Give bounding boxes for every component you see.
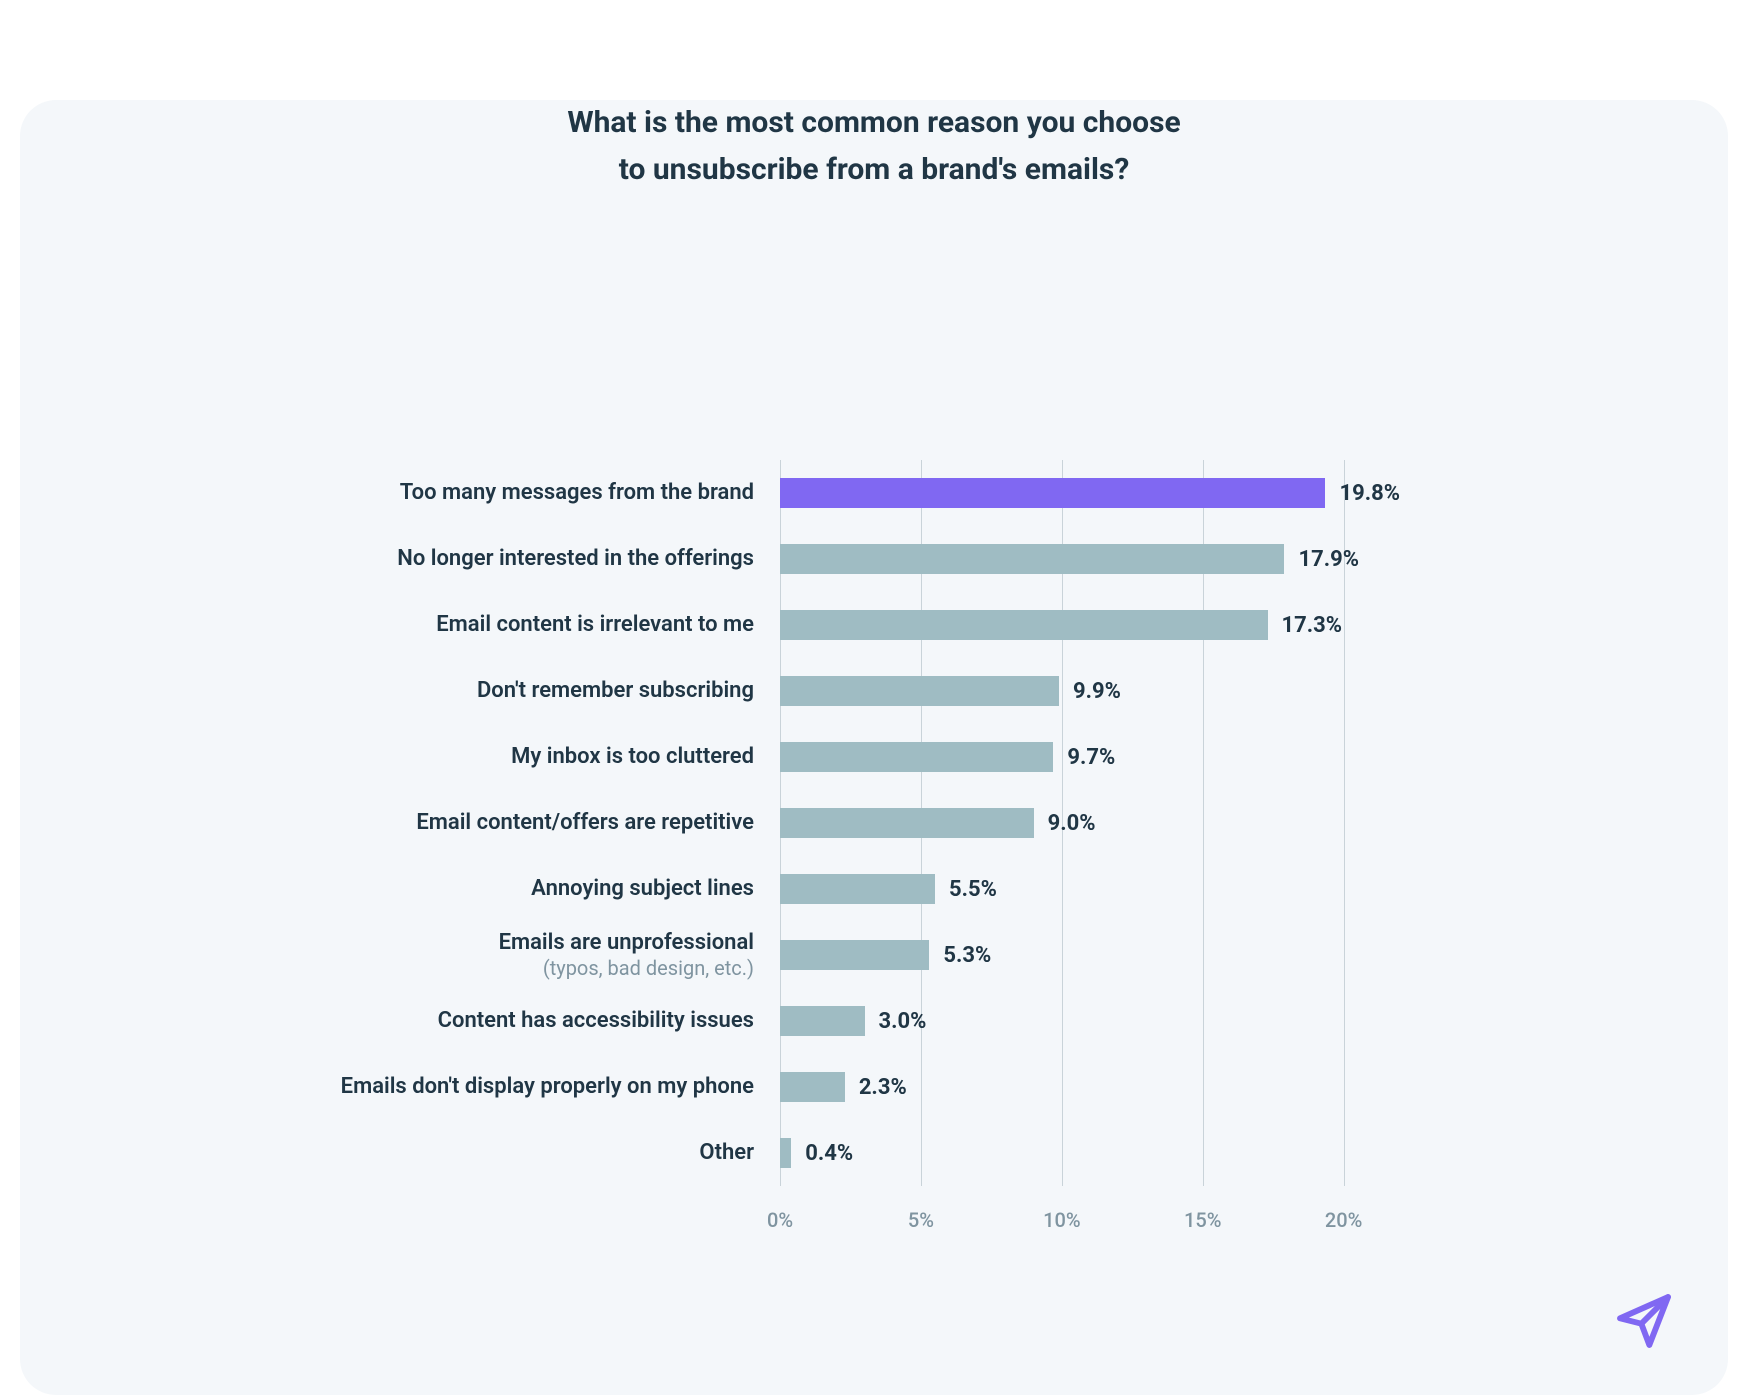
bar-label: Don't remember subscribing bbox=[154, 678, 780, 704]
bar-row: Too many messages from the brand19.8% bbox=[780, 478, 1400, 508]
bar-label-text: My inbox is too cluttered bbox=[511, 744, 754, 769]
chart-card: What is the most common reason you choos… bbox=[20, 100, 1728, 1395]
bar bbox=[780, 1072, 845, 1102]
x-axis-tick-label: 10% bbox=[1043, 1208, 1080, 1232]
bar-label: Annoying subject lines bbox=[154, 876, 780, 902]
bar-label: Other bbox=[154, 1140, 780, 1166]
bar-value-label: 17.3% bbox=[1282, 613, 1343, 638]
bar-label: My inbox is too cluttered bbox=[154, 744, 780, 770]
bar-row: Email content/offers are repetitive9.0% bbox=[780, 808, 1400, 838]
bar bbox=[780, 808, 1034, 838]
bar-value-label: 0.4% bbox=[805, 1141, 853, 1166]
bar-label-text: Annoying subject lines bbox=[531, 876, 754, 901]
bar-label: Email content/offers are repetitive bbox=[154, 810, 780, 836]
bar-label-text: Don't remember subscribing bbox=[477, 678, 754, 703]
bar bbox=[780, 742, 1053, 772]
x-axis-tick-label: 15% bbox=[1184, 1208, 1221, 1232]
paper-plane-icon bbox=[1612, 1289, 1676, 1353]
bar bbox=[780, 874, 935, 904]
bar-row: No longer interested in the offerings17.… bbox=[780, 544, 1400, 574]
bar-row: Don't remember subscribing9.9% bbox=[780, 676, 1400, 706]
bar-sublabel: (typos, bad design, etc.) bbox=[154, 956, 754, 980]
bar bbox=[780, 544, 1284, 574]
bar-label-text: Too many messages from the brand bbox=[400, 480, 754, 505]
bar-value-label: 2.3% bbox=[859, 1075, 907, 1100]
bar-row: Email content is irrelevant to me17.3% bbox=[780, 610, 1400, 640]
bar-label: No longer interested in the offerings bbox=[154, 546, 780, 572]
bar-label-text: No longer interested in the offerings bbox=[397, 546, 754, 571]
bar bbox=[780, 478, 1325, 508]
plot-area: 0%5%10%15%20%Too many messages from the … bbox=[780, 460, 1400, 1186]
bar-chart: 0%5%10%15%20%Too many messages from the … bbox=[780, 460, 1400, 1290]
bar-label: Content has accessibility issues bbox=[154, 1008, 780, 1034]
chart-title-line2: to unsubscribe from a brand's emails? bbox=[619, 152, 1130, 187]
bar-value-label: 9.7% bbox=[1067, 745, 1115, 770]
bar-value-label: 3.0% bbox=[879, 1009, 927, 1034]
bar-label: Emails are unprofessional(typos, bad des… bbox=[154, 930, 780, 980]
x-axis-tick-label: 20% bbox=[1325, 1208, 1362, 1232]
bar bbox=[780, 940, 929, 970]
bar-value-label: 9.0% bbox=[1048, 811, 1096, 836]
bar bbox=[780, 610, 1268, 640]
bar-label: Email content is irrelevant to me bbox=[154, 612, 780, 638]
x-axis-tick-label: 0% bbox=[767, 1208, 793, 1232]
bar-value-label: 19.8% bbox=[1339, 481, 1400, 506]
bar-label: Emails don't display properly on my phon… bbox=[154, 1074, 780, 1100]
bar-row: Emails are unprofessional(typos, bad des… bbox=[780, 940, 1400, 970]
bar-label-text: Content has accessibility issues bbox=[438, 1008, 754, 1033]
bar-value-label: 5.3% bbox=[943, 943, 991, 968]
bar-label-text: Email content/offers are repetitive bbox=[416, 810, 754, 835]
canvas: What is the most common reason you choos… bbox=[0, 0, 1748, 1335]
bar-row: My inbox is too cluttered9.7% bbox=[780, 742, 1400, 772]
bar-value-label: 5.5% bbox=[949, 877, 997, 902]
bar bbox=[780, 1006, 865, 1036]
bar-row: Annoying subject lines5.5% bbox=[780, 874, 1400, 904]
bar-row: Emails don't display properly on my phon… bbox=[780, 1072, 1400, 1102]
bar bbox=[780, 676, 1059, 706]
bar-row: Content has accessibility issues3.0% bbox=[780, 1006, 1400, 1036]
bar bbox=[780, 1138, 791, 1168]
bar-value-label: 9.9% bbox=[1073, 679, 1121, 704]
chart-title: What is the most common reason you choos… bbox=[20, 100, 1728, 193]
bar-label-text: Email content is irrelevant to me bbox=[436, 612, 754, 637]
bar-label-text: Emails don't display properly on my phon… bbox=[341, 1074, 754, 1099]
chart-title-line1: What is the most common reason you choos… bbox=[567, 105, 1180, 140]
bar-label-text: Emails are unprofessional bbox=[499, 930, 754, 955]
bar-label-text: Other bbox=[699, 1140, 754, 1165]
x-axis-tick-label: 5% bbox=[908, 1208, 934, 1232]
bar-value-label: 17.9% bbox=[1298, 547, 1359, 572]
bar-row: Other0.4% bbox=[780, 1138, 1400, 1168]
bar-label: Too many messages from the brand bbox=[154, 480, 780, 506]
